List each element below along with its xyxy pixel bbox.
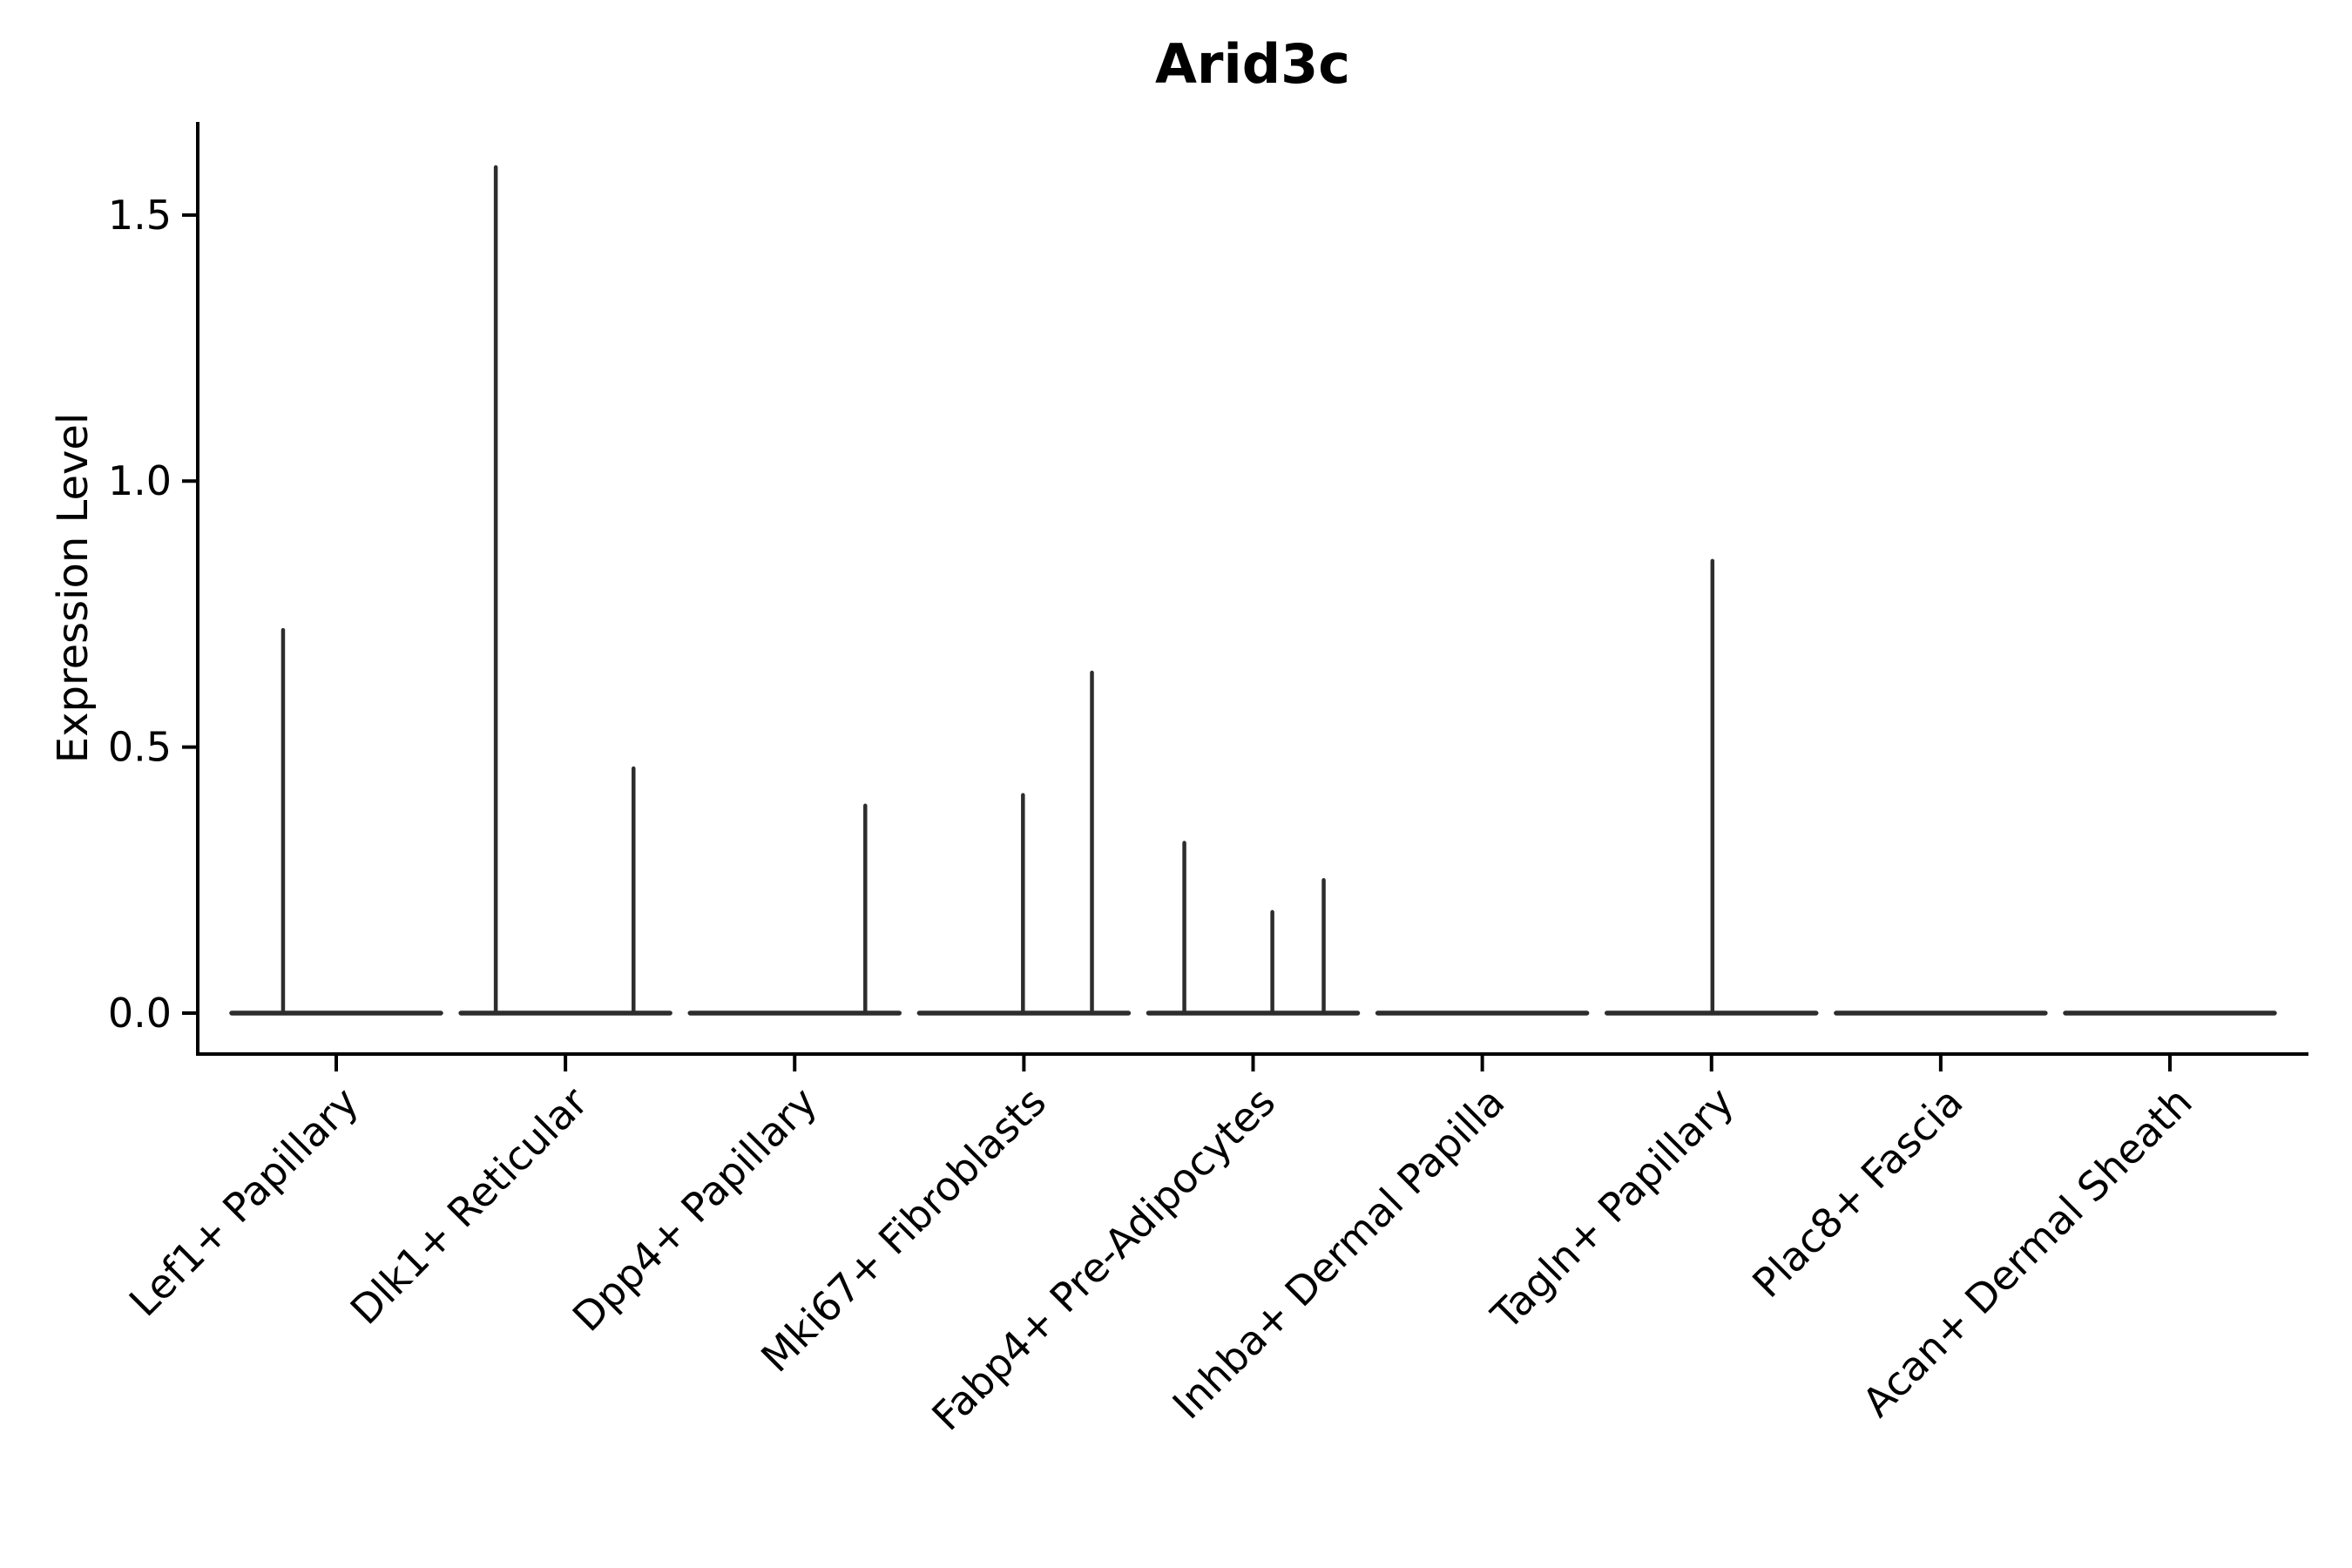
chart-title: Arid3c <box>1155 32 1350 96</box>
x-tick-label: Tagln+ Papillary <box>1482 1078 1743 1340</box>
y-tick-label: 0.0 <box>108 990 172 1037</box>
x-tick-label: Lef1+ Papillary <box>120 1078 368 1326</box>
y-tick-label: 0.5 <box>108 724 172 771</box>
x-tick-label: Dpp4+ Papillary <box>564 1078 826 1341</box>
x-tick-label: Plac8+ Fascia <box>1743 1078 1971 1307</box>
y-tick-label: 1.0 <box>108 457 172 504</box>
axis-spines <box>196 122 2308 1056</box>
x-tick-label: Dlk1+ Reticular <box>341 1078 597 1334</box>
y-axis-label: Expression Level <box>49 413 98 764</box>
y-tick-label: 1.5 <box>108 192 172 239</box>
